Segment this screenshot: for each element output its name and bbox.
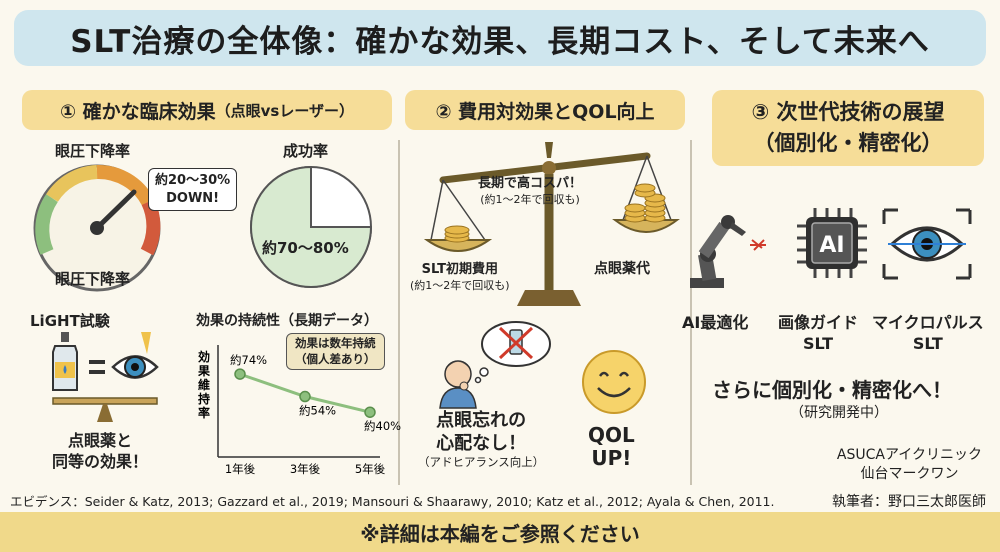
cost-balance-scale-icon [423,142,680,306]
tech-label-micropulse: マイクロパルス SLT [872,313,984,355]
clinic-line2: 仙台マークワン [860,465,959,482]
qol-line2: UP! [591,446,632,470]
data-label: 約40% [364,419,401,433]
footer-banner: ※詳細は本編をご参照ください [0,512,1000,552]
balance-eye-drop-icon [52,332,159,422]
iop-callout-line1: 約20〜30% [155,173,231,188]
tech-2-line1: 画像ガイド [778,313,859,332]
iop-callout-line2: DOWN! [166,190,220,206]
light-caption-line1: 点眼薬と [68,431,133,450]
data-point [234,368,246,380]
tech-label-image-guided: 画像ガイド SLT [778,313,858,355]
eye-scan-icon [882,208,972,280]
cost-right-callout: 長期で高コスパ！ (約1〜2年で回収も) [478,176,582,207]
adherence-line2: 心配なし！ [436,432,527,454]
data-label: 約74% [230,353,267,367]
divider-right [690,140,692,485]
light-trial-label: LiGHT試験 [30,312,110,330]
x-tick-label: 1年後 [225,462,256,476]
tech-3-line2: SLT [912,333,943,353]
qol-line1: QOL [588,423,635,447]
evidence-references: エビデンス：Seider & Katz, 2013; Gazzard et al… [10,494,775,509]
x-tick-label: 3年後 [290,462,321,476]
iop-callout: 約20〜30% DOWN! [148,168,238,212]
x-tick-label: 5年後 [355,462,386,476]
divider-left [398,140,400,485]
section3-heading: ③ 次世代技術の展望 （個別化・精密化） [712,90,984,166]
slt-initial-cost-line1: SLT初期費用 [421,262,498,277]
data-label: 約54% [299,404,336,418]
section1-heading: ① 確かな臨床効果 （点眼vsレーザー） [22,90,392,130]
durability-callout-line2: （個人差あり） [295,351,376,366]
pie-slice-success [250,165,373,288]
eye-drop-cost-label: 点眼薬代 [594,261,650,277]
tech-1-line1: AI最適化 [682,313,749,332]
success-label: 成功率 [283,142,329,160]
section2-heading: ② 費用対効果とQOL向上 [405,90,685,130]
durability-line-chart: 効果維持率 約74% 1年後 約54% 3年後 約40% 5年後 [197,345,401,476]
slt-initial-cost-line2: (約1〜2年で回収も) [410,278,510,292]
adherence-caption: 点眼忘れの 心配なし！ （アドヒアランス向上） [418,410,544,469]
success-pie-chart [250,165,373,288]
section3-heading-line2: （個別化・精密化） [753,131,943,155]
author-credit: 執筆者：野口三太郎医師 [832,494,986,510]
ai-chip-icon: AI [797,208,867,278]
light-caption: 点眼薬と 同等の効果！ [52,431,148,473]
iop-gauge-icon [33,164,161,292]
durability-callout-line1: 効果は数年持続 [295,336,376,350]
iop-label-bottom: 眼圧下降率 [55,270,131,288]
data-point [299,390,311,403]
slt-initial-cost-label: SLT初期費用 (約1〜2年で回収も) [410,262,510,293]
success-value: 約70〜80% [262,239,349,257]
robot-arm-icon [690,215,766,288]
tech-3-line1: マイクロパルス [872,313,984,332]
tech-label-ai-optimization: AI最適化 [682,313,748,334]
iop-label-top: 眼圧下降率 [55,142,131,160]
durability-label: 効果の持続性（長期データ） [196,313,378,329]
clinic-name: ASUCAアイクリニック 仙台マークワン [837,446,982,484]
future-headline: さらに個別化・精密化へ！ [712,378,952,402]
smiley-face-icon [582,350,646,414]
y-axis-label: 効果維持率 [197,349,210,420]
title-banner: SLT治療の全体像：確かな効果、長期コスト、そして未来へ [14,10,986,66]
section3-heading-line1: ③ 次世代技術の展望 [751,99,945,124]
worried-person-icon [439,321,551,409]
page-title: SLT治療の全体像：確かな効果、長期コスト、そして未来へ [70,23,930,60]
clinic-line1: ASUCAアイクリニック [836,447,982,463]
section1-heading-text: ① 確かな臨床効果 [59,100,216,123]
cost-right-callout-line2: (約1〜2年で回収も) [480,192,580,206]
data-point [364,406,376,418]
ai-chip-text: AI [819,233,844,258]
section1-heading-sub: （点眼vsレーザー） [215,101,355,120]
adherence-line1: 点眼忘れの [436,410,527,431]
light-caption-line2: 同等の効果！ [52,451,149,471]
durability-callout: 効果は数年持続 （個人差あり） [286,333,385,371]
footer-note: ※詳細は本編をご参照ください [360,521,640,546]
future-sub: （研究開発中） [790,405,888,421]
adherence-sub: （アドヒアランス向上） [418,455,545,469]
cost-right-callout-line1: 長期で高コスパ！ [478,176,583,191]
qol-up-text: QOL UP! [588,424,635,470]
tech-2-line2: SLT [803,333,833,353]
